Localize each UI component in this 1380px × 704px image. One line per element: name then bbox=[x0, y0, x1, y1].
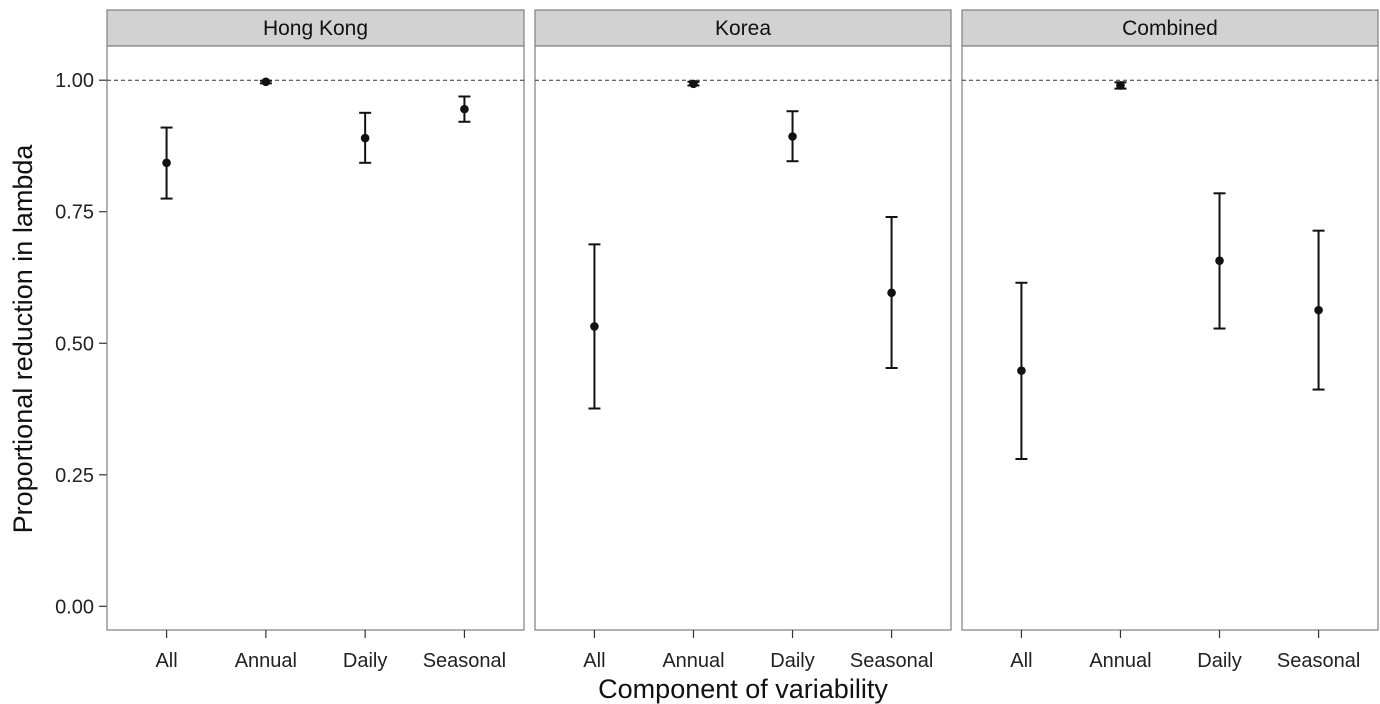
facet-panel: Combined All Annual Daily Seasonal bbox=[961, 9, 1379, 672]
facet-strip-label: Korea bbox=[715, 17, 771, 40]
data-point bbox=[360, 133, 370, 143]
panel-border bbox=[961, 45, 1379, 631]
y-tick-label: 0.75 bbox=[55, 202, 94, 224]
y-axis: 0.00 0.25 0.50 0.75 1.00 bbox=[55, 70, 107, 618]
y-tick-label: 0.25 bbox=[55, 465, 94, 487]
panel-border bbox=[106, 45, 525, 631]
x-tick-label: Seasonal bbox=[850, 650, 933, 672]
x-tick-label: Daily bbox=[1197, 650, 1241, 672]
data-point bbox=[1017, 366, 1026, 375]
y-tick-label: 1.00 bbox=[55, 70, 94, 92]
facet-panel: Hong Kong All Annual Daily Seasonal bbox=[106, 9, 525, 672]
x-tick-label: All bbox=[155, 650, 177, 672]
facet-panels: Hong Kong All Annual Daily Seasonal Korea All A… bbox=[106, 9, 1379, 672]
data-point bbox=[887, 288, 896, 298]
x-tick-label: Seasonal bbox=[1277, 650, 1360, 672]
facet-panel: Korea All Annual Daily Seasonal bbox=[534, 9, 952, 672]
panel-border bbox=[534, 45, 952, 631]
x-tick-label: Annual bbox=[235, 650, 297, 672]
facet-strip-label: Hong Kong bbox=[263, 17, 368, 40]
data-point bbox=[788, 132, 797, 141]
x-axis-title: Component of variability bbox=[598, 674, 888, 704]
data-point bbox=[590, 322, 599, 331]
data-point bbox=[1314, 305, 1323, 315]
x-tick-label: Annual bbox=[662, 650, 724, 672]
data-point bbox=[1116, 81, 1125, 90]
facet-strip-label: Combined bbox=[1122, 17, 1218, 40]
data-point bbox=[261, 77, 271, 87]
data-point bbox=[689, 79, 698, 89]
x-tick-label: All bbox=[1010, 650, 1032, 672]
data-point bbox=[162, 158, 171, 168]
data-point bbox=[1215, 256, 1224, 265]
x-tick-label: All bbox=[583, 650, 605, 672]
x-tick-label: Annual bbox=[1089, 650, 1151, 672]
x-tick-label: Daily bbox=[343, 650, 387, 672]
y-tick-label: 0.50 bbox=[55, 333, 94, 355]
y-tick-label: 0.00 bbox=[55, 596, 94, 618]
facet-strip bbox=[961, 9, 1379, 47]
data-point bbox=[460, 104, 469, 114]
facet-strip bbox=[534, 9, 952, 47]
x-tick-label: Daily bbox=[770, 650, 814, 672]
x-tick-label: Seasonal bbox=[423, 650, 506, 672]
facet-strip bbox=[106, 9, 525, 47]
y-axis-title: Proportional reduction in lambda bbox=[8, 144, 38, 534]
